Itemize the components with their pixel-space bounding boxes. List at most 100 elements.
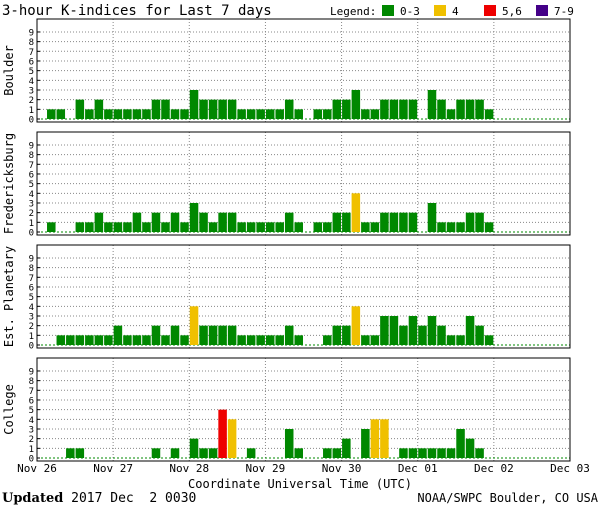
y-tick-label: 3 bbox=[29, 199, 34, 209]
bar bbox=[475, 448, 484, 458]
y-tick-label: 6 bbox=[29, 170, 34, 180]
y-tick-label: 9 bbox=[29, 141, 34, 151]
bar bbox=[475, 99, 484, 119]
bar bbox=[427, 89, 437, 119]
bar bbox=[332, 448, 342, 458]
bar bbox=[75, 335, 85, 345]
bar bbox=[313, 109, 323, 119]
bar bbox=[56, 335, 66, 345]
bar bbox=[265, 335, 275, 345]
bar bbox=[294, 222, 303, 232]
bar bbox=[208, 99, 218, 119]
y-tick-label: 3 bbox=[29, 312, 34, 322]
bar bbox=[237, 109, 246, 119]
bar bbox=[313, 222, 323, 232]
y-tick-label: 2 bbox=[29, 209, 34, 219]
bar bbox=[218, 99, 227, 119]
bar bbox=[237, 335, 246, 345]
bar bbox=[389, 99, 399, 119]
bar bbox=[227, 212, 237, 232]
bar bbox=[123, 335, 132, 345]
y-tick-label: 0 bbox=[29, 455, 34, 465]
bar bbox=[113, 109, 123, 119]
bar bbox=[85, 222, 94, 232]
legend-swatch bbox=[536, 5, 548, 16]
bar bbox=[94, 212, 104, 232]
bar bbox=[199, 212, 208, 232]
bar bbox=[389, 212, 399, 232]
bar bbox=[342, 438, 351, 458]
bar bbox=[256, 109, 265, 119]
y-tick-label: 4 bbox=[29, 77, 34, 87]
y-tick-label: 4 bbox=[29, 190, 34, 200]
bar bbox=[484, 335, 494, 345]
y-tick-label: 6 bbox=[29, 283, 34, 293]
legend-label: 5,6 bbox=[502, 5, 522, 18]
bar bbox=[323, 222, 332, 232]
y-tick-label: 0 bbox=[29, 229, 34, 239]
bar bbox=[256, 335, 265, 345]
bar bbox=[265, 222, 275, 232]
bar bbox=[332, 325, 342, 345]
y-tick-label: 3 bbox=[29, 86, 34, 96]
bar bbox=[151, 212, 161, 232]
bar bbox=[189, 306, 199, 345]
bar bbox=[94, 335, 104, 345]
y-tick-label: 9 bbox=[29, 367, 34, 377]
bar bbox=[142, 222, 151, 232]
x-tick-label: Nov 27 bbox=[93, 462, 133, 475]
x-tick-label: Dec 03 bbox=[550, 462, 590, 475]
bar bbox=[465, 438, 475, 458]
y-tick-label: 1 bbox=[29, 219, 34, 229]
bar bbox=[399, 448, 408, 458]
bar bbox=[427, 315, 437, 345]
panels: 0123456789Boulder0123456789Fredericksbur… bbox=[2, 18, 571, 465]
chart-title: 3-hour K-indices for Last 7 days bbox=[2, 3, 272, 19]
bar bbox=[475, 325, 484, 345]
bar bbox=[484, 109, 494, 119]
y-tick-label: 2 bbox=[29, 322, 34, 332]
panel-name: Est. Planetary bbox=[2, 246, 16, 347]
y-tick-label: 7 bbox=[29, 48, 34, 58]
bar bbox=[284, 99, 294, 119]
bar bbox=[361, 428, 370, 458]
bar bbox=[370, 109, 380, 119]
bar bbox=[104, 335, 113, 345]
bar bbox=[370, 335, 380, 345]
bar bbox=[151, 448, 161, 458]
bar bbox=[399, 325, 408, 345]
bar bbox=[437, 222, 446, 232]
bar bbox=[208, 325, 218, 345]
legend-label: 0-3 bbox=[400, 5, 420, 18]
bar bbox=[399, 99, 408, 119]
bar bbox=[142, 335, 151, 345]
bar bbox=[323, 448, 332, 458]
footer-source: NOAA/SWPC Boulder, CO USA bbox=[417, 491, 598, 505]
legend-label: 7-9 bbox=[554, 5, 574, 18]
bar bbox=[180, 222, 189, 232]
bar bbox=[265, 109, 275, 119]
x-axis-label: Coordinate Universal Time (UTC) bbox=[188, 477, 412, 491]
legend: Legend: 0-3 4 5,6 7-9 bbox=[330, 5, 574, 18]
bar bbox=[284, 428, 294, 458]
bar bbox=[208, 222, 218, 232]
bar bbox=[218, 325, 227, 345]
bar bbox=[180, 109, 189, 119]
panel-name: College bbox=[2, 384, 16, 435]
bar bbox=[361, 335, 370, 345]
legend-swatch bbox=[434, 5, 446, 16]
y-tick-label: 6 bbox=[29, 396, 34, 406]
bar bbox=[389, 315, 399, 345]
y-tick-label: 2 bbox=[29, 435, 34, 445]
bar bbox=[427, 202, 437, 232]
bar bbox=[113, 325, 123, 345]
bar bbox=[361, 222, 370, 232]
bar bbox=[437, 99, 446, 119]
bar bbox=[189, 202, 199, 232]
bar bbox=[446, 222, 456, 232]
bar bbox=[275, 222, 284, 232]
